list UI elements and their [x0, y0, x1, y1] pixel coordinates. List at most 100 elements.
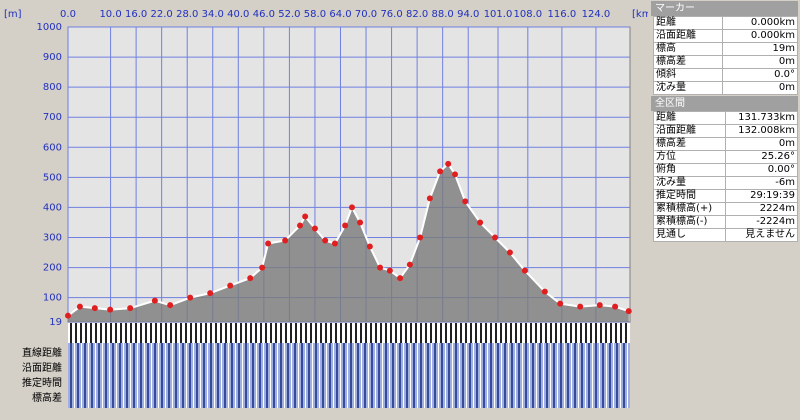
waypoint: [445, 160, 452, 167]
waypoint: [492, 234, 499, 241]
waypoint: [366, 243, 373, 250]
x-tick-label: 82.0: [406, 9, 428, 20]
info-row: 沿面距離 132.008km: [653, 124, 799, 138]
strip-row-label: 標高差: [32, 391, 62, 404]
waypoint: [127, 305, 134, 312]
x-tick-label: 52.0: [278, 9, 300, 20]
waypoint: [342, 222, 349, 229]
waypoint: [541, 288, 548, 295]
waypoint: [462, 198, 469, 205]
waypoint: [357, 219, 364, 226]
waypoint: [265, 240, 272, 247]
y-tick-label: 800: [43, 82, 62, 93]
y-tick-label: 300: [43, 232, 62, 243]
waypoint: [297, 222, 304, 229]
info-label: 傾斜: [653, 68, 723, 82]
info-label: 沿面距離: [653, 29, 723, 43]
x-tick-label: 108.0: [513, 9, 542, 20]
elevation-area: [68, 163, 629, 322]
x-tick-label: 88.0: [432, 9, 454, 20]
waypoint: [167, 302, 174, 309]
info-label: 方位: [653, 150, 726, 164]
info-value: 131.733km: [724, 111, 799, 125]
info-label: 沿面距離: [653, 124, 726, 138]
x-tick-label: 16.0: [125, 9, 147, 20]
y-tick-label: 600: [43, 142, 62, 153]
info-row: 累積標高(-) -2224m: [653, 215, 799, 229]
info-label: 見通し: [653, 228, 726, 242]
info-value: 19m: [721, 42, 799, 56]
info-label: 標高差: [653, 55, 723, 69]
info-label: 標高: [653, 42, 723, 56]
x-tick-label: 0.0: [60, 9, 76, 20]
info-value: 132.008km: [724, 124, 799, 138]
waypoint: [377, 264, 384, 271]
waypoint: [417, 234, 424, 241]
y-tick-label: 700: [43, 112, 62, 123]
waypoint: [386, 267, 393, 274]
x-tick-label: 40.0: [227, 9, 249, 20]
info-value: -2224m: [724, 215, 799, 229]
x-tick-label: 116.0: [548, 9, 577, 20]
x-tick-label: 101.0: [484, 9, 513, 20]
y-tick-label: 100: [43, 293, 62, 304]
panel-header: 全区間: [651, 96, 798, 111]
info-value: 29:19:39: [724, 189, 799, 203]
x-tick-label: 58.0: [304, 9, 326, 20]
waypoint: [259, 264, 266, 271]
waypoint: [506, 249, 513, 256]
x-tick-label: 76.0: [380, 9, 402, 20]
y-tick-label: 1000: [37, 22, 62, 33]
info-label: 沈み量: [653, 81, 723, 95]
y-tick-label: 19: [49, 317, 62, 328]
x-tick-label: 22.0: [151, 9, 173, 20]
x-tick-label: 34.0: [202, 9, 224, 20]
info-label: 累積標高(-): [653, 215, 726, 229]
info-row: 標高差 0m: [653, 55, 799, 69]
info-value: -6m: [724, 176, 799, 190]
waypoint: [107, 306, 114, 313]
info-row: 沈み量 -6m: [653, 176, 799, 190]
waypoint: [406, 261, 413, 268]
waypoint: [311, 225, 318, 232]
x-tick-label: 28.0: [176, 9, 198, 20]
info-value: 0.0°: [721, 68, 799, 82]
info-label: 標高差: [653, 137, 726, 151]
info-label: 推定時間: [653, 189, 726, 203]
info-value: 0.000km: [721, 29, 799, 43]
waypoint: [397, 275, 404, 282]
x-axis-unit: [km]: [632, 9, 648, 20]
info-row: 見通し 見えません: [653, 228, 799, 242]
waypoint: [426, 195, 433, 202]
waypoint: [227, 282, 234, 289]
info-value: 0m: [721, 55, 799, 69]
y-tick-label: 900: [43, 52, 62, 63]
info-label: 距離: [653, 111, 726, 125]
waypoint: [437, 168, 444, 175]
waypoint: [521, 267, 528, 274]
info-row: 累積標高(+) 2224m: [653, 202, 799, 216]
info-row: 沈み量 0m: [653, 81, 799, 95]
info-row: 沿面距離 0.000km: [653, 29, 799, 43]
info-value: 25.26°: [724, 150, 799, 164]
waypoint: [302, 213, 309, 220]
info-panel: マーカー 距離 0.000km 沿面距離 0.000km 標高 19m 標高差 0m 傾斜 0.0…: [651, 0, 799, 242]
waypoint: [187, 294, 194, 301]
x-tick-label: 94.0: [457, 9, 479, 20]
marker-table: 距離 0.000km 沿面距離 0.000km 標高 19m 標高差 0m 傾斜 0.0° 沈み量 0…: [653, 16, 799, 95]
x-tick-label: 70.0: [355, 9, 377, 20]
segment-strip: [68, 343, 630, 408]
waypoint: [477, 219, 484, 226]
y-tick-label: 400: [43, 202, 62, 213]
info-row: 方位 25.26°: [653, 150, 799, 164]
strip-row-label: 直線距離: [22, 346, 62, 359]
waypoint: [282, 237, 289, 244]
waypoint: [625, 308, 632, 315]
waypoint: [207, 290, 214, 297]
info-row: 標高 19m: [653, 42, 799, 56]
waypoint: [557, 300, 564, 307]
waypoint: [612, 303, 619, 310]
waypoint: [596, 302, 603, 309]
info-value: 見えません: [724, 228, 799, 242]
info-value: 2224m: [724, 202, 799, 216]
